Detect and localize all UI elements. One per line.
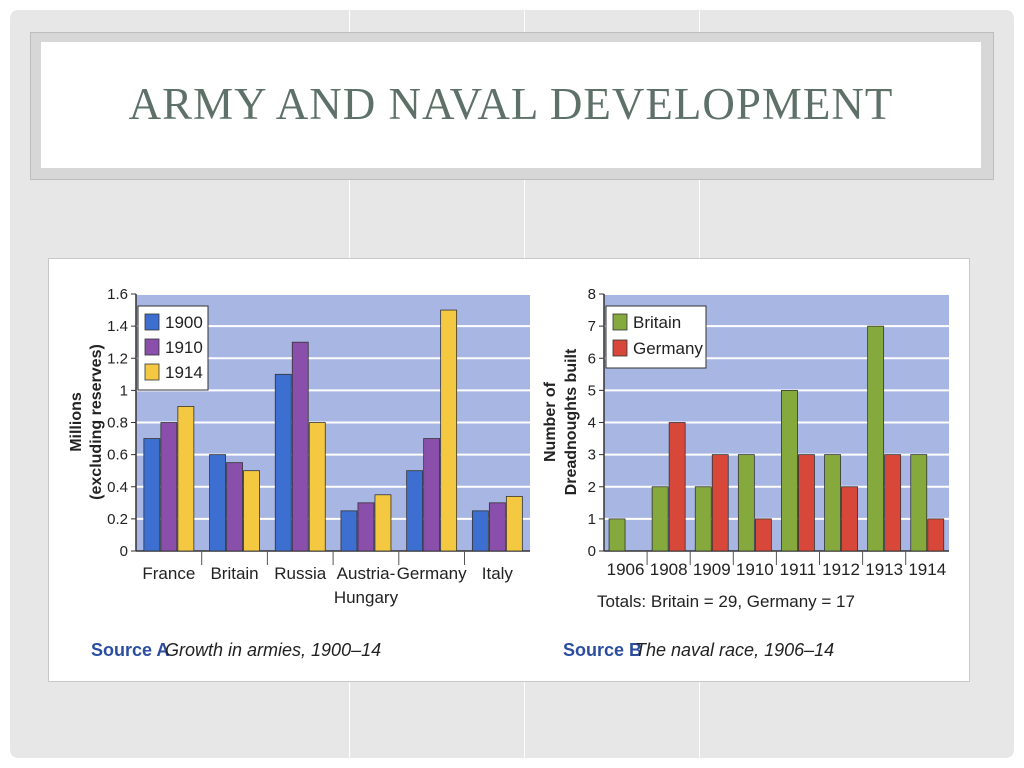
legend-swatch [144,363,160,381]
x-category-label: France [142,564,195,583]
x-category-label: 1906 [607,560,645,579]
y-axis-label-line1: Number of [542,381,559,462]
legend-swatch [612,339,628,357]
y-tick-label: 1.4 [107,318,128,335]
x-category-label: Italy [482,564,514,583]
x-category-label: 1908 [650,560,688,579]
y-axis-label-line2: (excluding reserves) [88,344,105,500]
title-panel: ARMY AND NAVAL DEVELOPMENT [41,42,981,168]
bar-1910 [291,341,309,552]
chart-figure: 0 0.2 0.4 0.6 0.8 1 1.2 1.4 1.6 France Britain Russ… [48,258,970,682]
x-category-label: Germany [397,564,467,583]
bar-1910 [226,462,243,552]
x-category-label: 1913 [865,560,903,579]
bar-1910 [357,502,375,552]
title-frame: ARMY AND NAVAL DEVELOPMENT [30,32,994,180]
source-label: Source B [563,640,642,660]
bar-britain [824,454,841,552]
legend-swatch [144,313,160,331]
x-category-label: 1909 [693,560,731,579]
bar-germany [841,486,858,552]
legend-swatch [612,313,628,331]
y-tick-label: 2 [588,479,596,496]
y-tick-label: 1 [588,511,596,528]
y-tick-label: 6 [588,350,596,367]
x-category-label: 1912 [822,560,860,579]
legend-swatch [144,338,160,356]
bar-1914 [440,309,458,552]
y-tick-label: 5 [588,382,596,399]
bar-germany [927,518,945,552]
bar-britain [694,486,712,552]
bar-1910 [160,422,178,552]
bar-1910 [423,438,441,552]
chart-caption: Growth in armies, 1900–14 [165,640,381,660]
totals-note: Totals: Britain = 29, Germany = 17 [597,592,855,611]
bar-1914 [374,494,392,552]
slide-background: ARMY AND NAVAL DEVELOPMENT 0 0.2 0.4 0.6 0.8… [10,10,1014,758]
x-category-label: 1910 [736,560,774,579]
bar-britain [867,325,885,552]
bar-britain [651,486,669,552]
y-tick-label: 0.6 [107,447,128,464]
y-tick-label: 4 [588,415,596,432]
bar-1914 [505,495,523,552]
y-tick-label: 0.2 [107,511,128,528]
legend-label: Britain [633,313,681,332]
y-tick-label: 0.4 [107,479,128,496]
x-category-label: Hungary [334,588,399,607]
bar-germany [711,454,729,552]
bar-germany [668,422,686,552]
y-tick-label: 8 [588,286,596,303]
chart-caption: The naval race, 1906–14 [635,640,834,660]
bar-1900 [143,438,161,552]
bar-1914 [308,422,326,552]
source-label: Source A [91,640,169,660]
bar-1900 [209,454,226,552]
bar-1900 [274,373,292,552]
x-category-label: Russia [274,564,327,583]
legend-label: 1910 [165,338,203,357]
bar-1914 [243,470,260,552]
bar-1914 [177,406,195,552]
y-axis-label-line2: Dreadnoughts built [563,348,580,495]
bar-1900 [471,510,489,552]
charts-svg: 0 0.2 0.4 0.6 0.8 1 1.2 1.4 1.6 France Britain Russ… [68,286,949,660]
bar-germany [798,454,815,552]
legend-label: 1900 [165,313,203,332]
y-tick-label: 0 [120,543,128,560]
bar-britain [910,454,928,552]
x-category-label: 1911 [780,560,817,579]
bar-germany [884,454,902,552]
legend-label: Germany [633,339,703,358]
bar-1910 [488,502,506,552]
bar-1900 [406,470,424,552]
bar-1900 [340,510,358,552]
x-category-label: Britain [210,564,258,583]
y-tick-label: 7 [588,318,596,335]
slide-title: ARMY AND NAVAL DEVELOPMENT [128,79,894,129]
y-tick-label: 3 [588,447,596,464]
y-axis-label-line1: Millions [68,392,85,452]
bar-britain [781,389,798,552]
bar-britain [608,518,626,552]
bar-germany [754,518,772,552]
y-tick-label: 1 [120,382,128,399]
x-category-label: 1914 [908,560,946,579]
bar-britain [737,454,755,552]
y-tick-label: 0 [588,543,596,560]
y-tick-label: 1.6 [107,286,128,303]
y-tick-label: 1.2 [107,350,128,367]
y-tick-label: 0.8 [107,415,128,432]
x-category-label: Austria- [337,564,396,583]
legend-label: 1914 [165,363,203,382]
